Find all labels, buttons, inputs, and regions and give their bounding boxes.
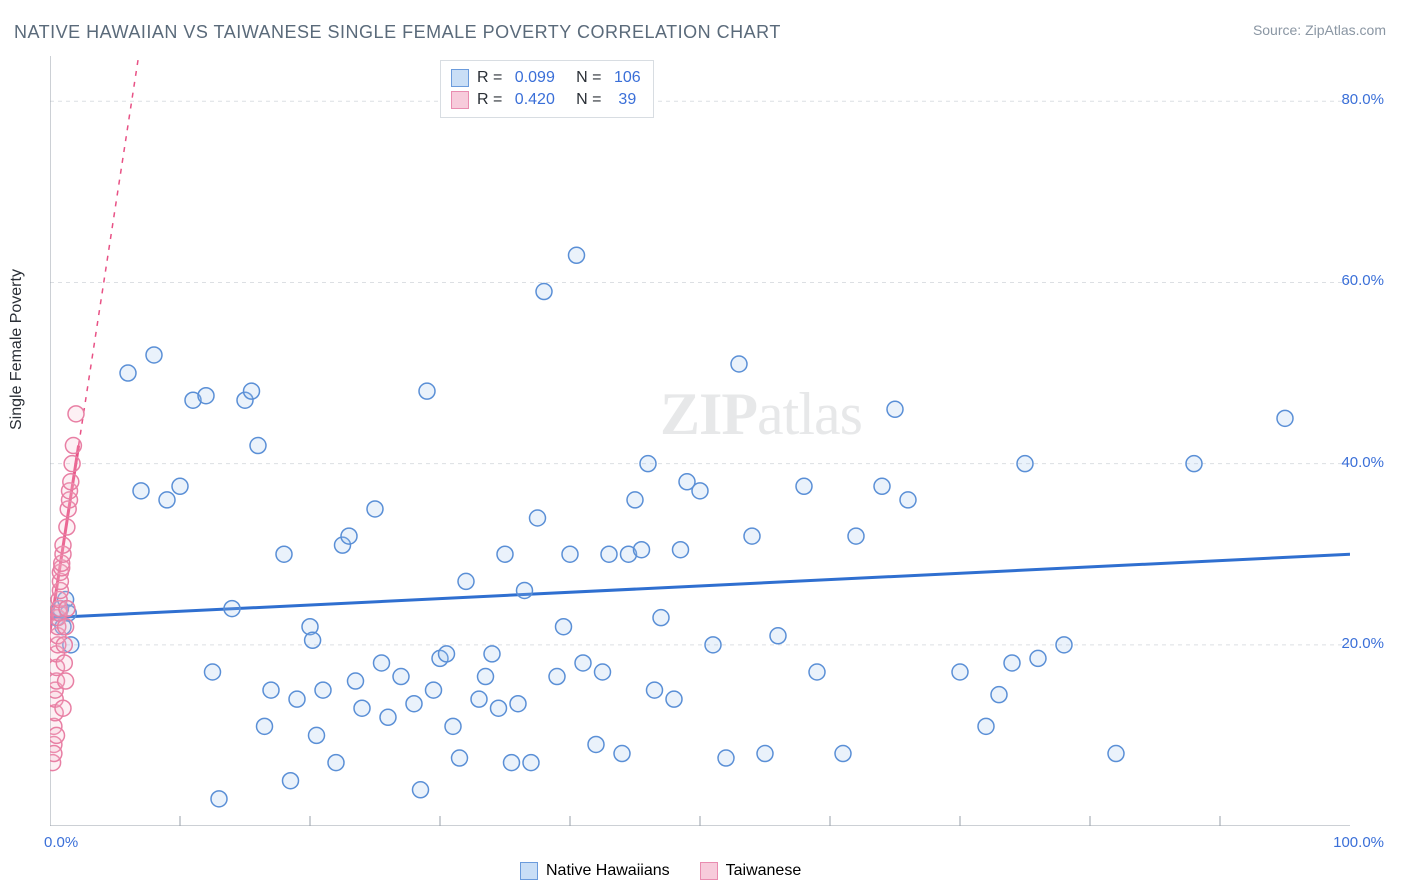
- legend-series: Native Hawaiians Taiwanese: [520, 862, 801, 880]
- source-value: ZipAtlas.com: [1305, 22, 1386, 38]
- legend-correlation-row: R = 0.099 N = 106: [451, 67, 641, 89]
- legend-series-item: Native Hawaiians: [520, 862, 670, 880]
- legend-correlation: R = 0.099 N = 106R = 0.420 N = 39: [440, 60, 654, 118]
- legend-swatch: [520, 862, 538, 880]
- y-axis-label: Single Female Poverty: [8, 269, 26, 430]
- chart-title: NATIVE HAWAIIAN VS TAIWANESE SINGLE FEMA…: [14, 22, 781, 43]
- legend-swatch: [451, 69, 469, 87]
- scatter-plot: [50, 56, 1350, 826]
- legend-r-label: R =: [477, 69, 507, 87]
- y-tick-label: 20.0%: [1341, 635, 1384, 652]
- legend-correlation-row: R = 0.420 N = 39: [451, 89, 641, 111]
- legend-swatch: [451, 91, 469, 109]
- legend-series-item: Taiwanese: [700, 862, 802, 880]
- legend-n-label: N =: [563, 91, 606, 109]
- legend-n-value: 106: [614, 69, 641, 87]
- x-tick-label: 0.0%: [44, 834, 78, 851]
- chart-area: [50, 56, 1350, 826]
- legend-r-label: R =: [477, 91, 507, 109]
- y-tick-label: 80.0%: [1341, 91, 1384, 108]
- legend-r-value: 0.420: [515, 91, 555, 109]
- y-tick-label: 40.0%: [1341, 454, 1384, 471]
- x-tick-label: 100.0%: [1333, 834, 1384, 851]
- legend-series-label: Taiwanese: [726, 862, 802, 880]
- legend-r-value: 0.099: [515, 69, 555, 87]
- source-attribution: Source: ZipAtlas.com: [1253, 22, 1386, 38]
- source-label: Source:: [1253, 22, 1301, 38]
- legend-n-label: N =: [563, 69, 606, 87]
- legend-n-value: 39: [614, 91, 636, 109]
- legend-series-label: Native Hawaiians: [546, 862, 670, 880]
- y-tick-label: 60.0%: [1341, 272, 1384, 289]
- legend-swatch: [700, 862, 718, 880]
